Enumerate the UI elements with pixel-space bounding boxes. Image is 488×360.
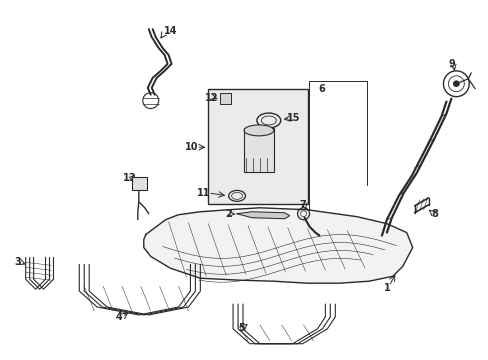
Text: 13: 13 <box>123 173 136 183</box>
Text: 2: 2 <box>224 209 231 219</box>
Text: 15: 15 <box>286 113 300 123</box>
Text: 7: 7 <box>299 200 305 210</box>
Text: 10: 10 <box>184 142 198 152</box>
Bar <box>244 129 273 172</box>
Text: 6: 6 <box>317 84 324 94</box>
Text: 8: 8 <box>430 209 437 219</box>
Bar <box>132 177 146 190</box>
Bar <box>220 93 231 104</box>
Bar <box>208 89 307 204</box>
Polygon shape <box>237 212 289 219</box>
Text: 14: 14 <box>163 26 177 36</box>
Text: 12: 12 <box>204 93 218 103</box>
Ellipse shape <box>244 125 273 136</box>
Text: 3: 3 <box>14 257 21 267</box>
Text: 5: 5 <box>238 323 245 333</box>
Text: 9: 9 <box>447 59 454 69</box>
Polygon shape <box>143 208 412 283</box>
Circle shape <box>452 81 458 87</box>
Text: 11: 11 <box>196 188 210 198</box>
Text: 4: 4 <box>115 312 122 322</box>
Text: 1: 1 <box>383 283 389 293</box>
